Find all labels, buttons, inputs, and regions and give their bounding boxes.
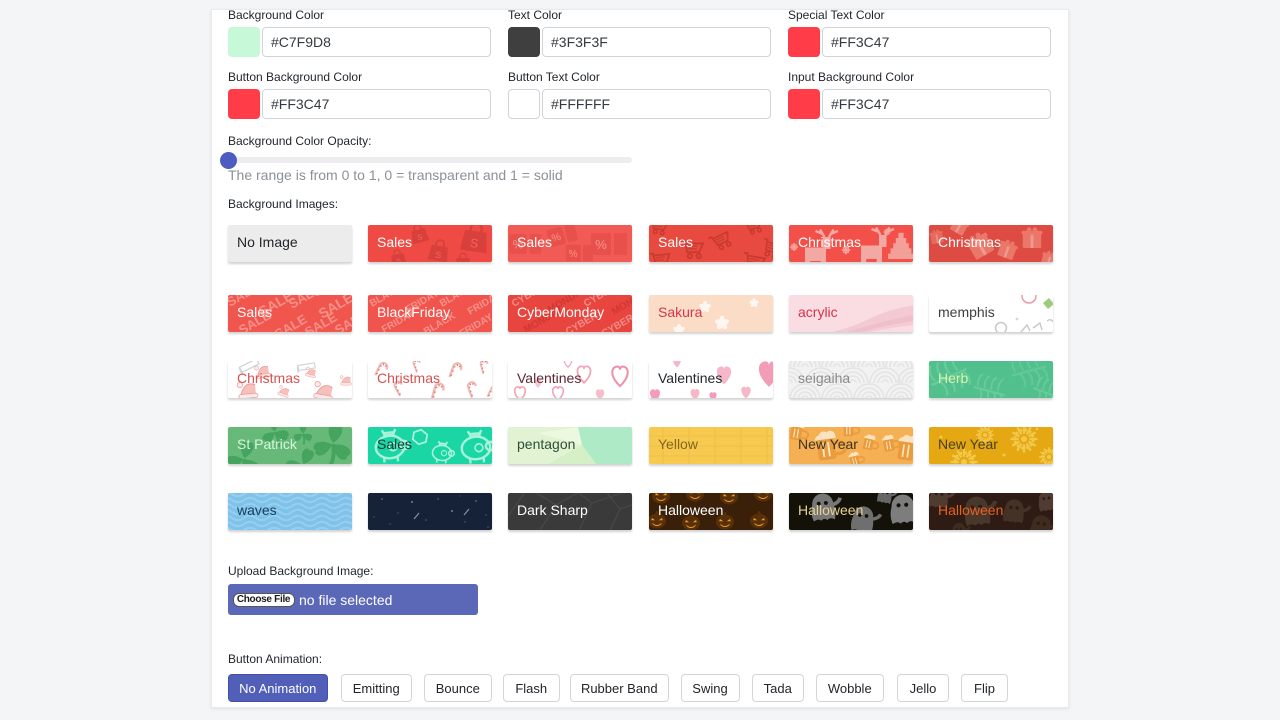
svg-text:S: S xyxy=(416,232,423,242)
svg-text:S: S xyxy=(434,249,442,260)
svg-text:S: S xyxy=(461,261,466,262)
svg-text:%: % xyxy=(595,237,607,252)
svg-text:%: % xyxy=(569,249,578,260)
svg-text:%: % xyxy=(513,239,523,252)
svg-text:S: S xyxy=(396,258,402,262)
svg-text:S: S xyxy=(469,236,479,251)
svg-text:%: % xyxy=(551,232,563,245)
